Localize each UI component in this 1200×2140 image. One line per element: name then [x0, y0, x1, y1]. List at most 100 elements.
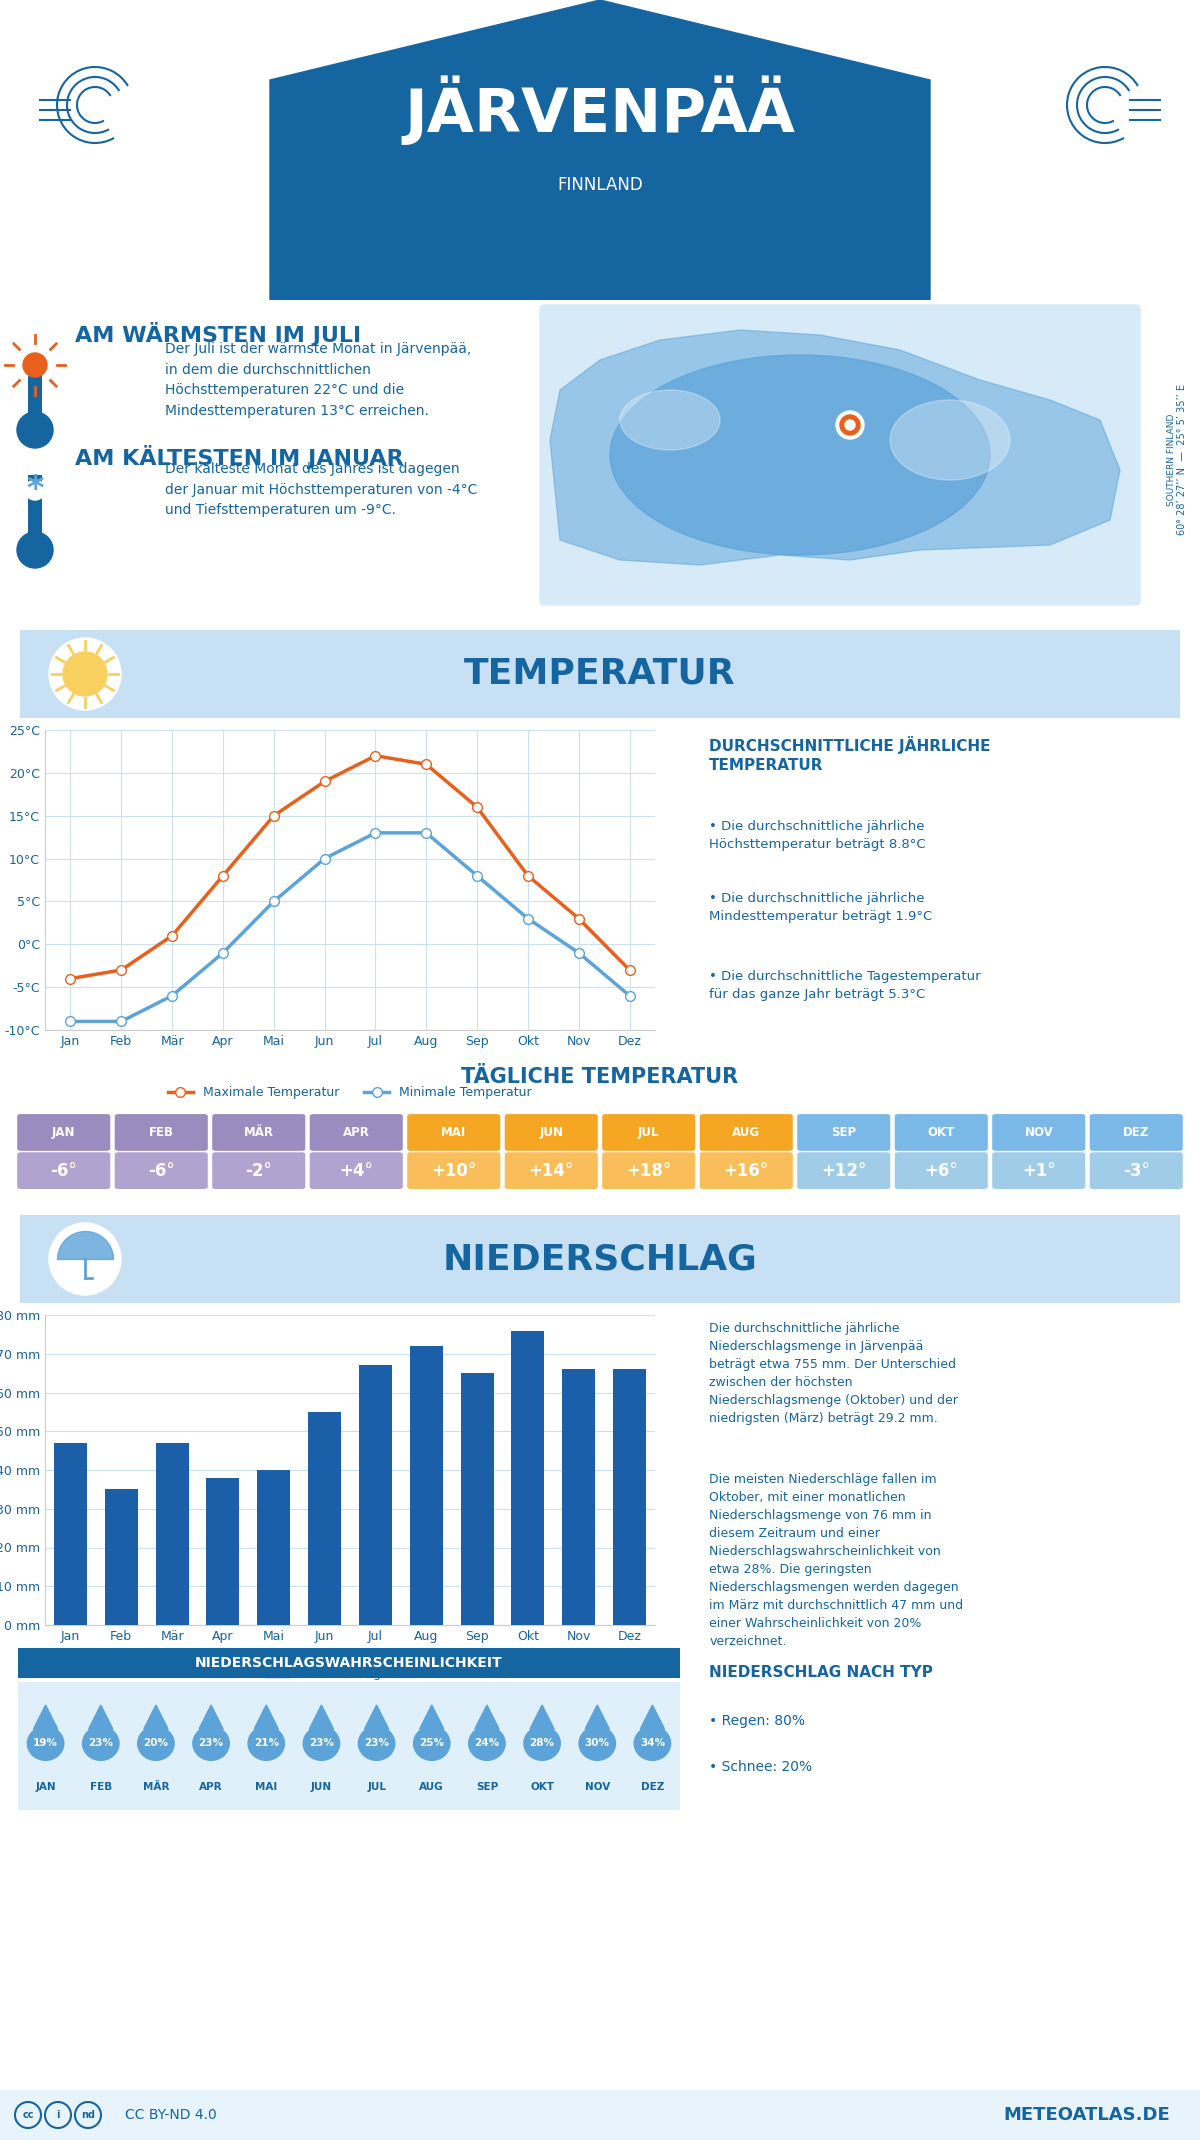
Circle shape — [49, 1222, 121, 1295]
Text: AM KÄLTESTEN IM JANUAR: AM KÄLTESTEN IM JANUAR — [74, 445, 403, 469]
Bar — [257, 1470, 290, 1624]
Text: 28%: 28% — [529, 1738, 554, 1748]
FancyBboxPatch shape — [14, 625, 1186, 723]
Text: i: i — [56, 2110, 60, 2121]
Polygon shape — [199, 1706, 223, 1729]
Text: FEB: FEB — [90, 1783, 112, 1791]
Polygon shape — [34, 1706, 58, 1729]
Polygon shape — [270, 0, 930, 300]
Text: • Regen: 80%: • Regen: 80% — [709, 1714, 805, 1727]
Text: MAI: MAI — [442, 1126, 467, 1138]
FancyBboxPatch shape — [895, 1153, 988, 1188]
Text: DURCHSCHNITTLICHE JÄHRLICHE
TEMPERATUR: DURCHSCHNITTLICHE JÄHRLICHE TEMPERATUR — [709, 736, 991, 773]
Text: -6°: -6° — [50, 1162, 77, 1179]
FancyBboxPatch shape — [505, 1153, 598, 1188]
Text: AUG: AUG — [420, 1783, 444, 1791]
Circle shape — [193, 1727, 229, 1761]
Text: FINNLAND: FINNLAND — [557, 175, 643, 195]
Text: +18°: +18° — [626, 1162, 671, 1179]
Text: MAI: MAI — [256, 1783, 277, 1791]
FancyBboxPatch shape — [311, 1115, 402, 1149]
FancyBboxPatch shape — [115, 1115, 208, 1149]
FancyBboxPatch shape — [311, 1153, 402, 1188]
FancyBboxPatch shape — [895, 1115, 988, 1149]
Ellipse shape — [890, 400, 1010, 479]
FancyBboxPatch shape — [18, 1115, 109, 1149]
Circle shape — [17, 413, 53, 447]
Text: NIEDERSCHLAG NACH TYP: NIEDERSCHLAG NACH TYP — [709, 1665, 934, 1680]
Bar — [511, 1331, 545, 1624]
Legend: Maximale Temperatur, Minimale Temperatur: Maximale Temperatur, Minimale Temperatur — [163, 1081, 538, 1104]
Bar — [461, 1374, 493, 1624]
Text: +12°: +12° — [821, 1162, 866, 1179]
Text: OKT: OKT — [928, 1126, 955, 1138]
Circle shape — [469, 1727, 505, 1761]
Text: 34%: 34% — [640, 1738, 665, 1748]
Circle shape — [840, 415, 860, 434]
Circle shape — [304, 1727, 340, 1761]
Text: 24%: 24% — [474, 1738, 499, 1748]
Text: 20%: 20% — [144, 1738, 168, 1748]
FancyBboxPatch shape — [798, 1153, 889, 1188]
FancyBboxPatch shape — [701, 1153, 792, 1188]
FancyBboxPatch shape — [212, 1115, 305, 1149]
FancyBboxPatch shape — [701, 1115, 792, 1149]
Text: NOV: NOV — [1025, 1126, 1054, 1138]
FancyBboxPatch shape — [602, 1153, 695, 1188]
Bar — [28, 475, 42, 546]
FancyBboxPatch shape — [408, 1153, 499, 1188]
Text: 60° 28’ 27’’ N  —  25° 5’ 35’’ E: 60° 28’ 27’’ N — 25° 5’ 35’’ E — [1177, 385, 1187, 535]
Circle shape — [248, 1727, 284, 1761]
Polygon shape — [310, 1706, 334, 1729]
Text: +4°: +4° — [340, 1162, 373, 1179]
Text: JAN: JAN — [52, 1126, 76, 1138]
Circle shape — [17, 533, 53, 567]
Bar — [308, 1412, 341, 1624]
Text: • Die durchschnittliche jährliche
Mindesttemperatur beträgt 1.9°C: • Die durchschnittliche jährliche Mindes… — [709, 892, 932, 922]
Text: DEZ: DEZ — [1123, 1126, 1150, 1138]
Bar — [206, 1479, 240, 1624]
Text: APR: APR — [199, 1783, 223, 1791]
FancyBboxPatch shape — [540, 306, 1140, 606]
Text: 21%: 21% — [253, 1738, 278, 1748]
FancyBboxPatch shape — [1091, 1153, 1182, 1188]
Circle shape — [25, 355, 46, 374]
Ellipse shape — [620, 389, 720, 449]
Polygon shape — [254, 1706, 278, 1729]
Text: +14°: +14° — [528, 1162, 574, 1179]
Text: JAN: JAN — [35, 1783, 56, 1791]
Polygon shape — [586, 1706, 610, 1729]
Text: -6°: -6° — [148, 1162, 175, 1179]
Text: 23%: 23% — [364, 1738, 389, 1748]
Polygon shape — [89, 1706, 113, 1729]
Text: • Die durchschnittliche Tagestemperatur
für das ganze Jahr beträgt 5.3°C: • Die durchschnittliche Tagestemperatur … — [709, 969, 980, 1002]
Circle shape — [83, 1727, 119, 1761]
Text: CC BY-ND 4.0: CC BY-ND 4.0 — [125, 2108, 217, 2123]
Bar — [104, 1489, 138, 1624]
Bar — [409, 1346, 443, 1624]
Text: JUN: JUN — [539, 1126, 563, 1138]
FancyBboxPatch shape — [18, 1153, 109, 1188]
FancyBboxPatch shape — [1091, 1115, 1182, 1149]
Legend: Niederschlagssumme: Niederschlagssumme — [260, 1663, 440, 1686]
Circle shape — [845, 419, 854, 430]
Text: • Schnee: 20%: • Schnee: 20% — [709, 1761, 812, 1774]
Polygon shape — [530, 1706, 554, 1729]
Text: Der kälteste Monat des Jahres ist dagegen
der Januar mit Höchsttemperaturen von : Der kälteste Monat des Jahres ist dagege… — [166, 462, 478, 518]
FancyBboxPatch shape — [115, 1153, 208, 1188]
Text: Der Juli ist der wärmste Monat in Järvenpää,
in dem die durchschnittlichen
Höchs: Der Juli ist der wärmste Monat in Järven… — [166, 342, 472, 417]
Text: 19%: 19% — [34, 1738, 58, 1748]
Text: 23%: 23% — [308, 1738, 334, 1748]
Circle shape — [25, 479, 46, 501]
Text: 23%: 23% — [198, 1738, 223, 1748]
Circle shape — [836, 411, 864, 439]
Text: APR: APR — [343, 1126, 370, 1138]
FancyBboxPatch shape — [212, 1153, 305, 1188]
Text: MÄR: MÄR — [244, 1126, 274, 1138]
Circle shape — [414, 1727, 450, 1761]
Text: MÄR: MÄR — [143, 1783, 169, 1791]
Text: 25%: 25% — [419, 1738, 444, 1748]
Bar — [156, 1442, 188, 1624]
Text: AUG: AUG — [732, 1126, 761, 1138]
Text: Die durchschnittliche jährliche
Niederschlagsmenge in Järvenpää
beträgt etwa 755: Die durchschnittliche jährliche Niedersc… — [709, 1323, 958, 1425]
